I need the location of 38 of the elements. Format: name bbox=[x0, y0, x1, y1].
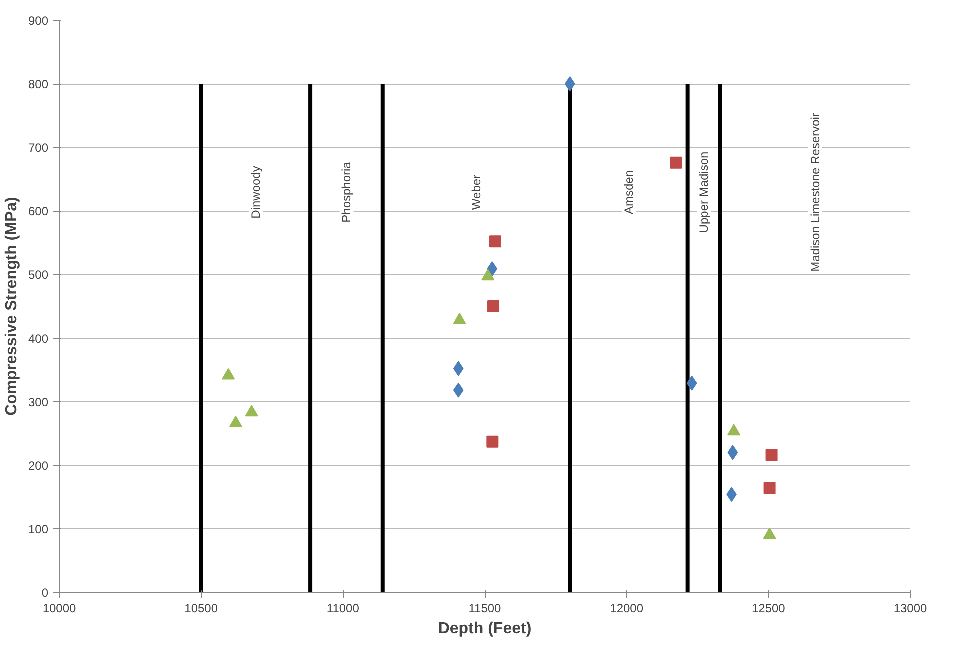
x-tick-label: 13000 bbox=[894, 602, 928, 616]
annotation: Dinwoody bbox=[248, 166, 263, 219]
x-tick-label: 12500 bbox=[752, 602, 786, 616]
annotation: Madison Limestone Reservoir bbox=[808, 113, 822, 272]
point bbox=[670, 156, 682, 169]
x-tick-label: 11000 bbox=[326, 602, 360, 616]
point bbox=[486, 436, 499, 448]
point bbox=[245, 405, 258, 417]
x-tick-label: 11500 bbox=[468, 602, 502, 616]
point bbox=[489, 236, 502, 248]
y-tick-label: 700 bbox=[28, 141, 49, 156]
annotation: Amsden bbox=[622, 170, 636, 215]
y-tick-label: 300 bbox=[28, 395, 49, 410]
y-tick-label: 400 bbox=[28, 332, 49, 346]
y-tick-label: 200 bbox=[28, 458, 49, 473]
annotation: Weber bbox=[469, 174, 484, 210]
x-axis-title: Depth (Feet) bbox=[438, 620, 532, 638]
point bbox=[764, 482, 776, 494]
y-axis-title: Compressive Strength (MPa) bbox=[3, 197, 20, 416]
annotation: Phosphoria bbox=[340, 162, 354, 223]
x-tick-label: 12000 bbox=[610, 602, 644, 616]
y-tick-label: 100 bbox=[28, 522, 49, 536]
y-tick-label: 0 bbox=[42, 586, 49, 600]
point bbox=[453, 382, 464, 398]
point bbox=[453, 361, 464, 376]
point bbox=[766, 449, 778, 462]
point bbox=[564, 76, 576, 92]
y-tick-label: 900 bbox=[28, 14, 49, 28]
x-tick-label: 10500 bbox=[184, 602, 218, 616]
point bbox=[686, 376, 698, 391]
point bbox=[487, 262, 498, 276]
y-tick-label: 500 bbox=[28, 268, 49, 282]
annotation: Upper Madison bbox=[697, 152, 712, 234]
y-tick-label: 600 bbox=[28, 204, 49, 219]
point bbox=[728, 445, 738, 460]
point bbox=[488, 300, 500, 312]
x-tick-label: 10000 bbox=[42, 602, 77, 616]
y-tick-label: 800 bbox=[28, 78, 49, 92]
